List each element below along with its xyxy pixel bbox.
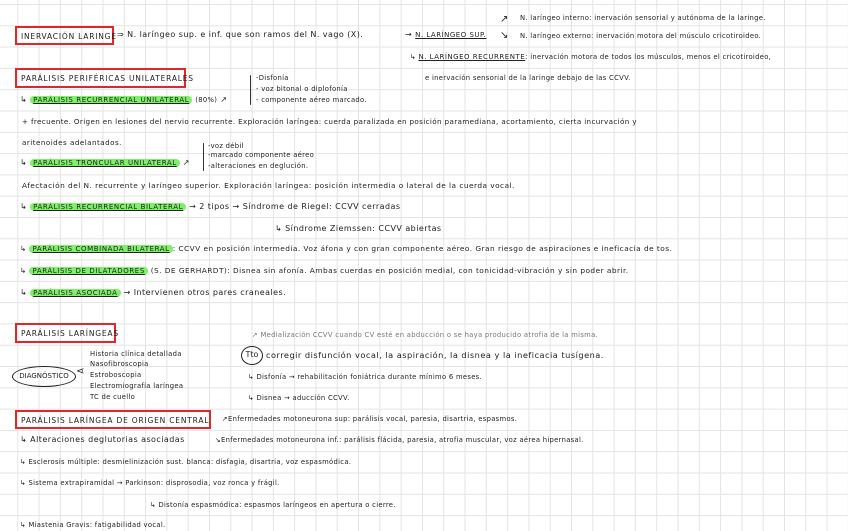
symptom: -alteraciones en deglución. — [208, 162, 309, 170]
diagnostico-ellipse: DIAGNÓSTICO — [12, 366, 76, 387]
branch-arrows-icon: ⋖ — [76, 366, 85, 377]
brace-icon — [203, 143, 204, 171]
tipos: → 2 tipos → — [189, 202, 240, 211]
mn-sup-text: ↗Enfermedades motoneurona sup: parálisis… — [222, 415, 518, 423]
dilatadores-text: (S. DE GERHARDT): Disnea sin afonía. Amb… — [150, 266, 629, 275]
asociada-text: → Intervienen otros pares craneales. — [123, 288, 287, 297]
alteraciones-text: ↳ Alteraciones deglutorias asociadas — [20, 435, 185, 444]
highlight-recurrencial-unilateral: PARÁLISIS RECURRENCIAL UNILATERAL — [30, 96, 193, 104]
mn-sup: Enfermedades motoneurona sup: parálisis … — [228, 415, 518, 423]
combinada-text: : CCVV en posición intermedia. Voz áfona… — [172, 244, 673, 253]
highlight-asociada: PARÁLISIS ASOCIADA — [30, 289, 121, 297]
medializacion: Medialización CCVV cuando CV esté en abd… — [260, 331, 599, 339]
inervacion-text: ⇒ N. laríngeo sup. e inf. que son ramos … — [117, 30, 364, 39]
title-paralisis-laringeas: PARÁLISIS LARÍNGEAS — [15, 323, 118, 343]
symptom: -Disfonía — [256, 74, 289, 82]
disfonia-text: ↳ Disfonía → rehabilitación foniátrica d… — [248, 373, 482, 381]
medializacion-text: ↗ Medialización CCVV cuando CV esté en a… — [252, 331, 599, 339]
n-laringeo-externo: N. laríngeo externo: inervación motora d… — [520, 32, 762, 40]
diag-item: Nasofibroscopia — [90, 360, 149, 368]
diag-item: TC de cuello — [90, 393, 136, 401]
branch-arrow-icon: ↗ — [500, 14, 509, 25]
highlight-dilatadores: PARÁLISIS DE DILATADORES — [29, 267, 148, 275]
diag-item: Electromiografía laríngea — [90, 382, 184, 390]
symptom: -marcado componente aéreo — [208, 151, 315, 159]
brace-icon — [250, 75, 251, 105]
highlight-troncular-unilateral: PARÁLISIS TRONCULAR UNILATERAL — [30, 159, 180, 167]
recurrente-text-2: e inervación sensorial de la laringe deb… — [425, 74, 631, 82]
title-inervacion-laringe: INERVACIÓN LARINGE — [15, 26, 116, 45]
tto-text: corregir disfunción vocal, la aspiración… — [266, 350, 604, 360]
symptom: - voz bitonal o diplofonía — [256, 85, 348, 93]
highlight-recurrencial-bilateral: PARÁLISIS RECURRENCIAL BILATERAL — [30, 203, 187, 211]
symptom: -voz débil — [208, 142, 244, 150]
recurrencial-uni-text: + frecuente. Origen en lesiones del nerv… — [22, 117, 637, 126]
branch-arrow-icon: ↘ — [500, 30, 509, 41]
mn-inf: Enfermedades motoneurona inf.: parálisis… — [221, 436, 584, 444]
highlight-combinada-bilateral: PARÁLISIS COMBINADA BILATERAL — [29, 245, 173, 253]
esclerosis-text: ↳ Esclerosis múltiple: desmielinización … — [20, 458, 352, 466]
n-laringeo-sup-label: N. LARÍNGEO SUP. — [415, 31, 487, 39]
diag-item: Historia clínica detallada — [90, 350, 182, 358]
title-paralisis-perifericas: PARÁLISIS PERIFÉRICAS UNILATERALES — [15, 68, 193, 88]
n-laringeo-interno: N. laríngeo interno: inervación sensoria… — [520, 14, 766, 22]
disnea-text: ↳ Disnea → aducción CCVV. — [248, 394, 350, 402]
symptom: - componente aéreo marcado. — [256, 96, 367, 104]
n-laringeo-recurrente-label: N. LARÍNGEO RECURRENTE — [418, 53, 526, 61]
mn-inf-text: ↘Enfermedades motoneurona inf.: parálisi… — [215, 436, 584, 444]
percent: (80%) — [195, 96, 218, 104]
recurrente-text: : inervación motora de todos los músculo… — [525, 53, 772, 61]
recurrencial-uni-text-2: aritenoides adelantados. — [22, 138, 122, 147]
diag-item: Estroboscopia — [90, 371, 142, 379]
title-paralisis-central: PARÁLISIS LARÍNGEA DE ORIGEN CENTRAL — [15, 410, 211, 429]
tto-circle: Tto — [241, 346, 263, 365]
distonia-text: ↳ Distonía espasmódica: espasmos larínge… — [150, 501, 396, 509]
miastenia-text: ↳ Miastenia Gravis: fatigabilidad vocal. — [20, 521, 166, 529]
troncular-text: Afectación del N. recurrente y laríngeo … — [22, 181, 515, 190]
sindrome-ziemssen: Síndrome Ziemssen: CCVV abiertas — [285, 224, 442, 233]
arrow-icon: → N. LARÍNGEO SUP. — [405, 30, 487, 39]
extrapiramidal-text: ↳ Sistema extrapiramidal → Parkinson: di… — [20, 479, 280, 487]
sindrome-riegel: Síndrome de Riegel: CCVV cerradas — [242, 202, 401, 211]
